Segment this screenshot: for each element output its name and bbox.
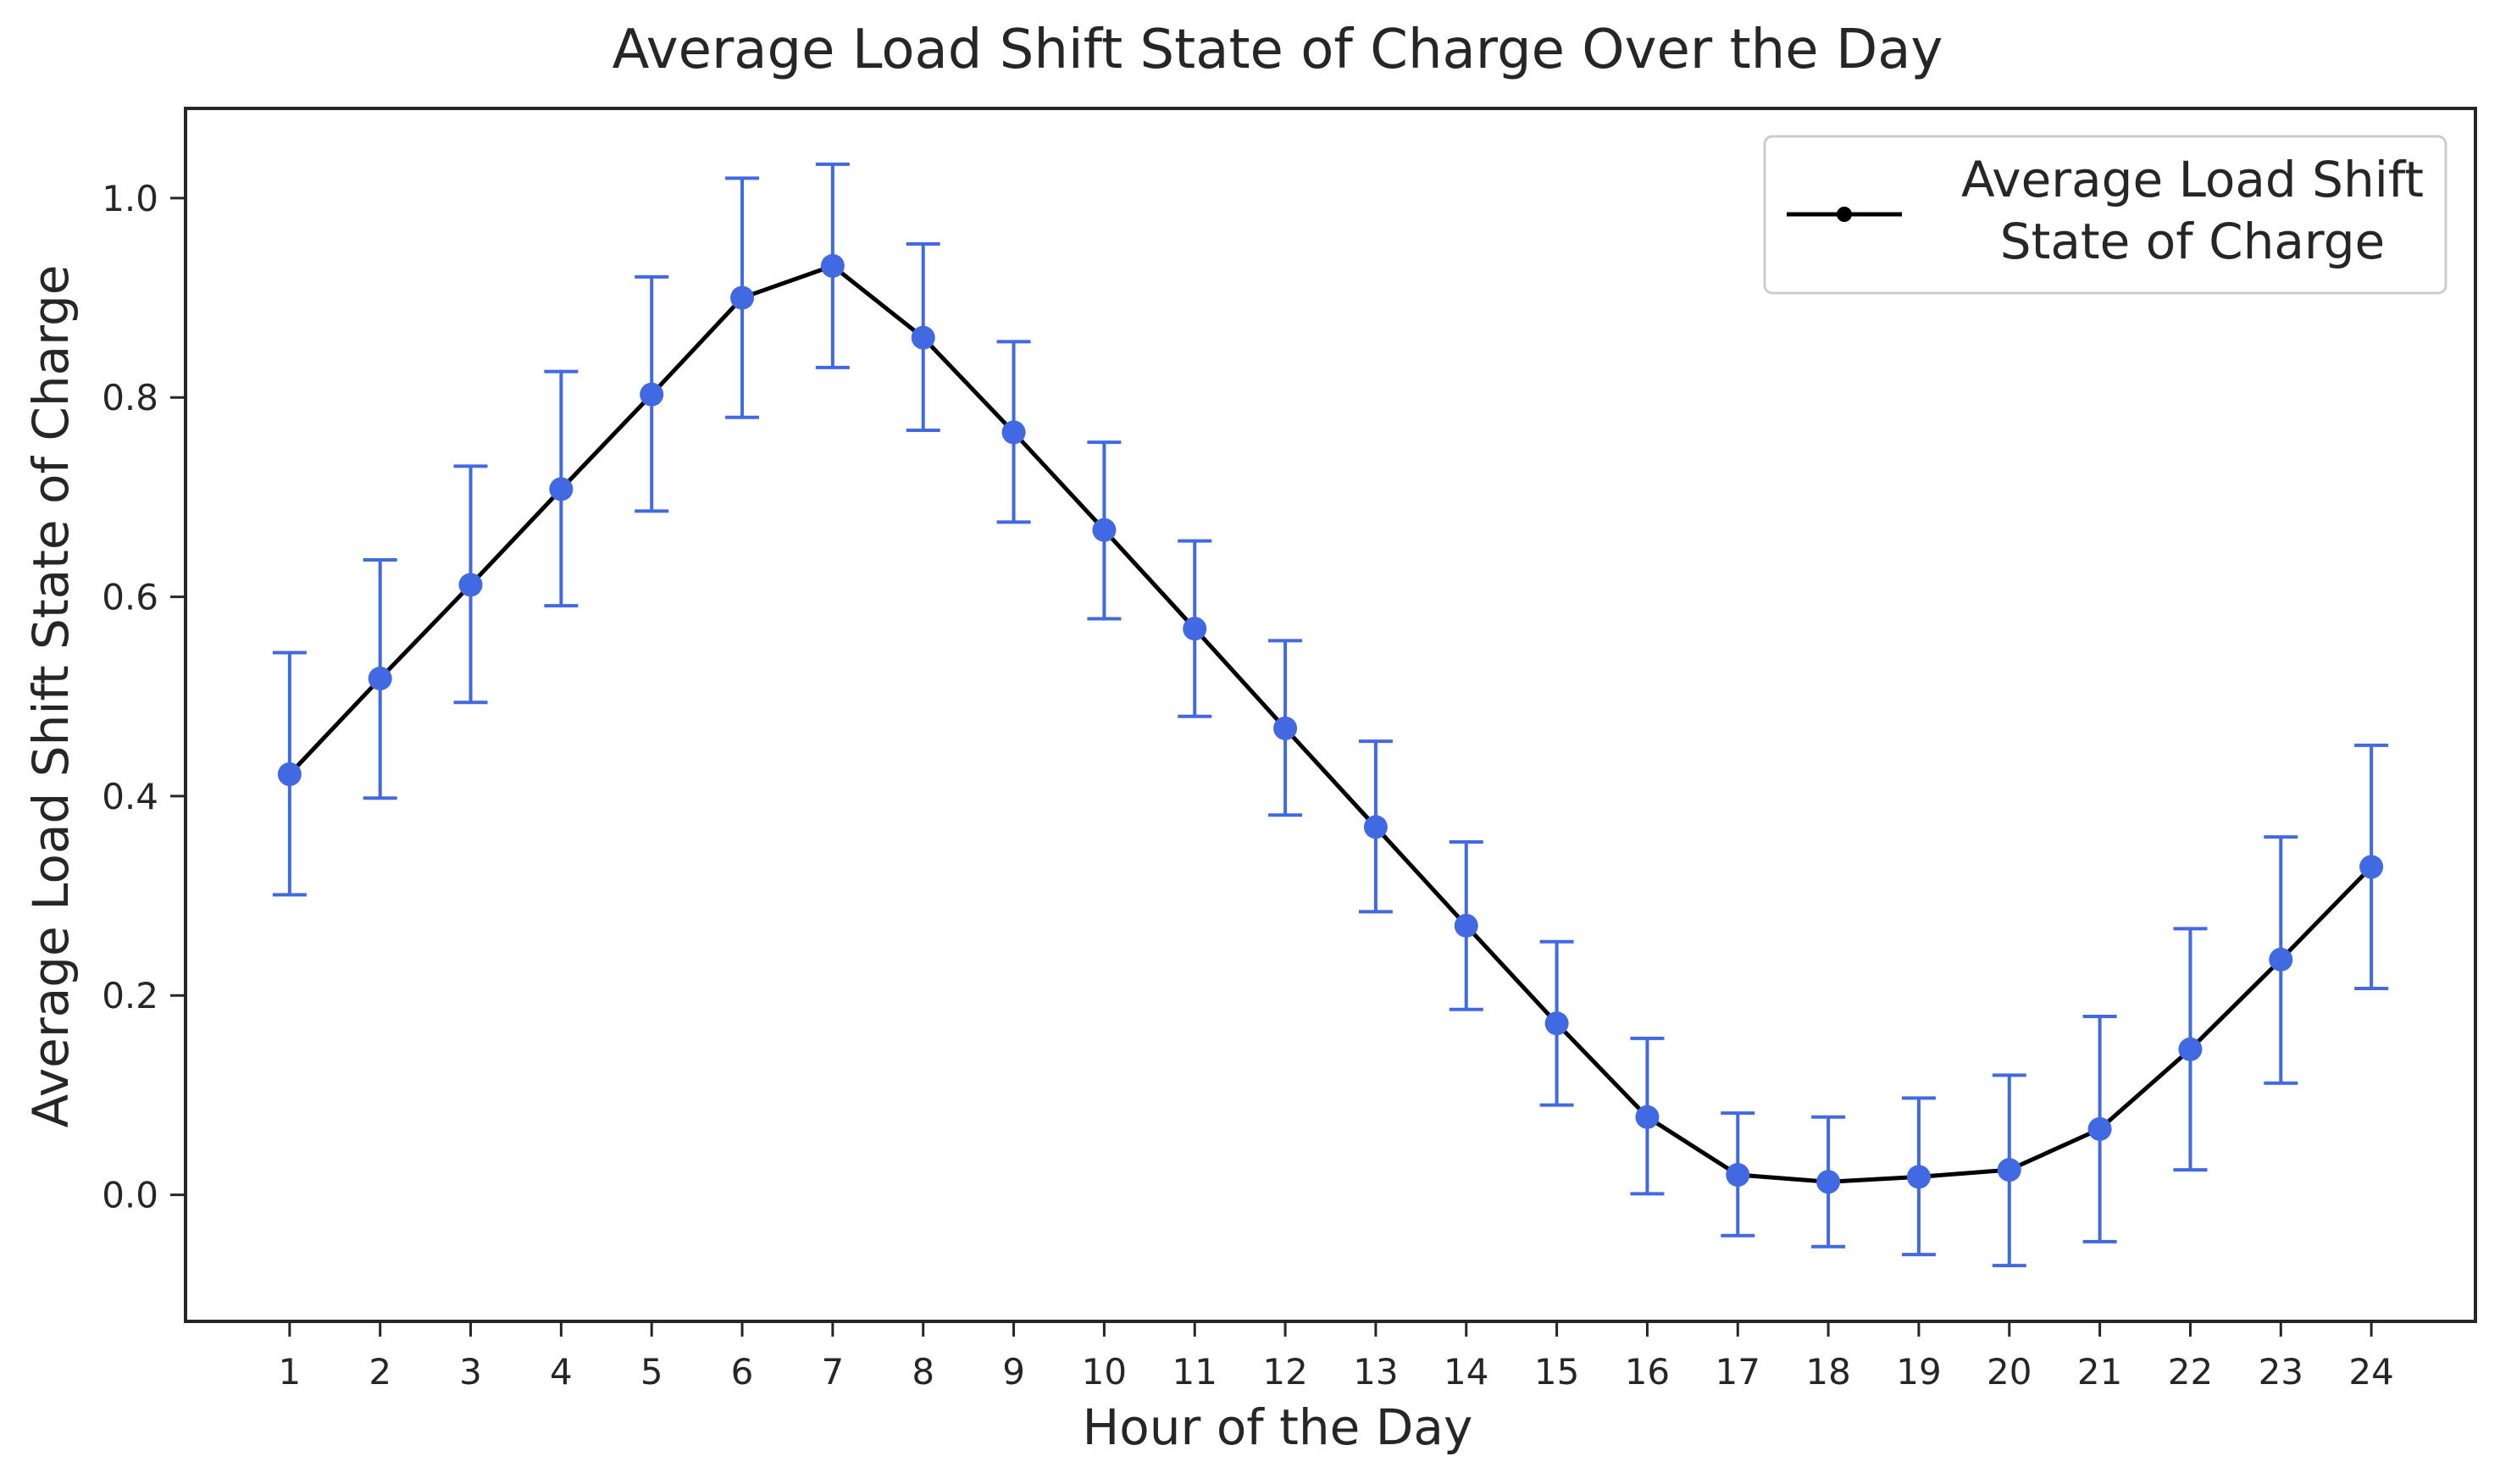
x-tick-label-23: 23 xyxy=(2259,1351,2303,1393)
y-tick-label-3: 0.6 xyxy=(102,577,158,618)
legend-label-line-1: Average Load Shift xyxy=(1961,151,2424,208)
data-point-hour-2 xyxy=(368,667,392,691)
x-tick-label-14: 14 xyxy=(1444,1351,1488,1393)
data-point-hour-16 xyxy=(1635,1105,1660,1129)
x-tick-label-5: 5 xyxy=(640,1351,663,1393)
x-tick-label-22: 22 xyxy=(2168,1351,2213,1393)
x-tick-label-13: 13 xyxy=(1353,1351,1398,1393)
x-axis-ticks: 1 2 3 4 5 6 7 8 9 10 11 12 13 14 15 16 17 18 19 20 21 22 23 24 xyxy=(278,1321,2394,1393)
x-tick-label-15: 15 xyxy=(1534,1351,1579,1393)
data-point-hour-8 xyxy=(911,325,935,350)
x-tick-label-20: 20 xyxy=(1987,1351,2032,1393)
x-axis-label: Hour of the Day xyxy=(1083,1398,1473,1456)
data-point-hour-3 xyxy=(458,573,483,597)
series-line xyxy=(288,263,2373,1184)
y-axis-label: Average Load Shift State of Charge xyxy=(22,265,80,1128)
x-tick-label-17: 17 xyxy=(1716,1351,1760,1393)
y-tick-label-5: 1.0 xyxy=(102,178,158,219)
data-points xyxy=(277,253,2384,1194)
x-tick-label-16: 16 xyxy=(1625,1351,1670,1393)
legend-label-line-2: State of Charge xyxy=(2000,213,2385,270)
data-point-hour-24 xyxy=(2359,855,2384,879)
data-point-hour-11 xyxy=(1183,617,1207,641)
data-point-hour-9 xyxy=(1001,420,1026,445)
data-point-hour-20 xyxy=(1997,1158,2021,1182)
data-point-hour-22 xyxy=(2178,1037,2203,1061)
data-point-hour-19 xyxy=(1906,1165,1931,1189)
data-point-hour-5 xyxy=(640,382,664,407)
y-tick-label-4: 0.8 xyxy=(102,377,158,418)
x-tick-label-3: 3 xyxy=(459,1351,482,1393)
data-point-hour-23 xyxy=(2269,947,2293,972)
data-point-hour-18 xyxy=(1816,1170,1841,1194)
data-point-hour-6 xyxy=(730,285,755,310)
x-tick-label-21: 21 xyxy=(2077,1351,2122,1393)
x-tick-label-10: 10 xyxy=(1082,1351,1127,1393)
x-tick-label-11: 11 xyxy=(1172,1351,1217,1393)
x-tick-label-4: 4 xyxy=(550,1351,573,1393)
data-point-hour-10 xyxy=(1092,518,1117,542)
x-tick-label-18: 18 xyxy=(1805,1351,1850,1393)
data-point-hour-14 xyxy=(1454,913,1478,938)
x-tick-label-1: 1 xyxy=(278,1351,301,1393)
chart-title: Average Load Shift State of Charge Over … xyxy=(613,19,1943,81)
data-point-hour-1 xyxy=(277,762,302,787)
plot-frame xyxy=(184,107,2477,1323)
data-point-hour-17 xyxy=(1726,1163,1750,1188)
x-tick-label-24: 24 xyxy=(2348,1351,2393,1393)
data-point-hour-12 xyxy=(1273,716,1298,740)
legend-marker-sample xyxy=(1837,207,1852,222)
data-point-hour-21 xyxy=(2087,1116,2112,1141)
x-tick-label-8: 8 xyxy=(912,1351,934,1393)
x-tick-label-7: 7 xyxy=(822,1351,845,1393)
series-line-group xyxy=(288,263,2373,1184)
x-tick-label-12: 12 xyxy=(1262,1351,1307,1393)
y-axis-ticks: 0.0 0.2 0.4 0.6 0.8 1.0 xyxy=(102,178,186,1216)
x-tick-label-19: 19 xyxy=(1896,1351,1941,1393)
data-point-hour-7 xyxy=(820,253,845,278)
legend-box xyxy=(1763,135,2447,295)
x-tick-label-9: 9 xyxy=(1002,1351,1025,1393)
legend: Average Load Shift State of Charge xyxy=(1763,135,2447,295)
y-tick-label-1: 0.2 xyxy=(102,975,158,1016)
y-tick-label-0: 0.0 xyxy=(102,1175,158,1216)
x-tick-label-6: 6 xyxy=(731,1351,754,1393)
data-point-hour-15 xyxy=(1544,1011,1569,1036)
x-tick-label-2: 2 xyxy=(369,1351,391,1393)
y-tick-label-2: 0.4 xyxy=(102,776,158,817)
data-point-hour-4 xyxy=(549,477,574,501)
data-point-hour-13 xyxy=(1363,815,1388,839)
